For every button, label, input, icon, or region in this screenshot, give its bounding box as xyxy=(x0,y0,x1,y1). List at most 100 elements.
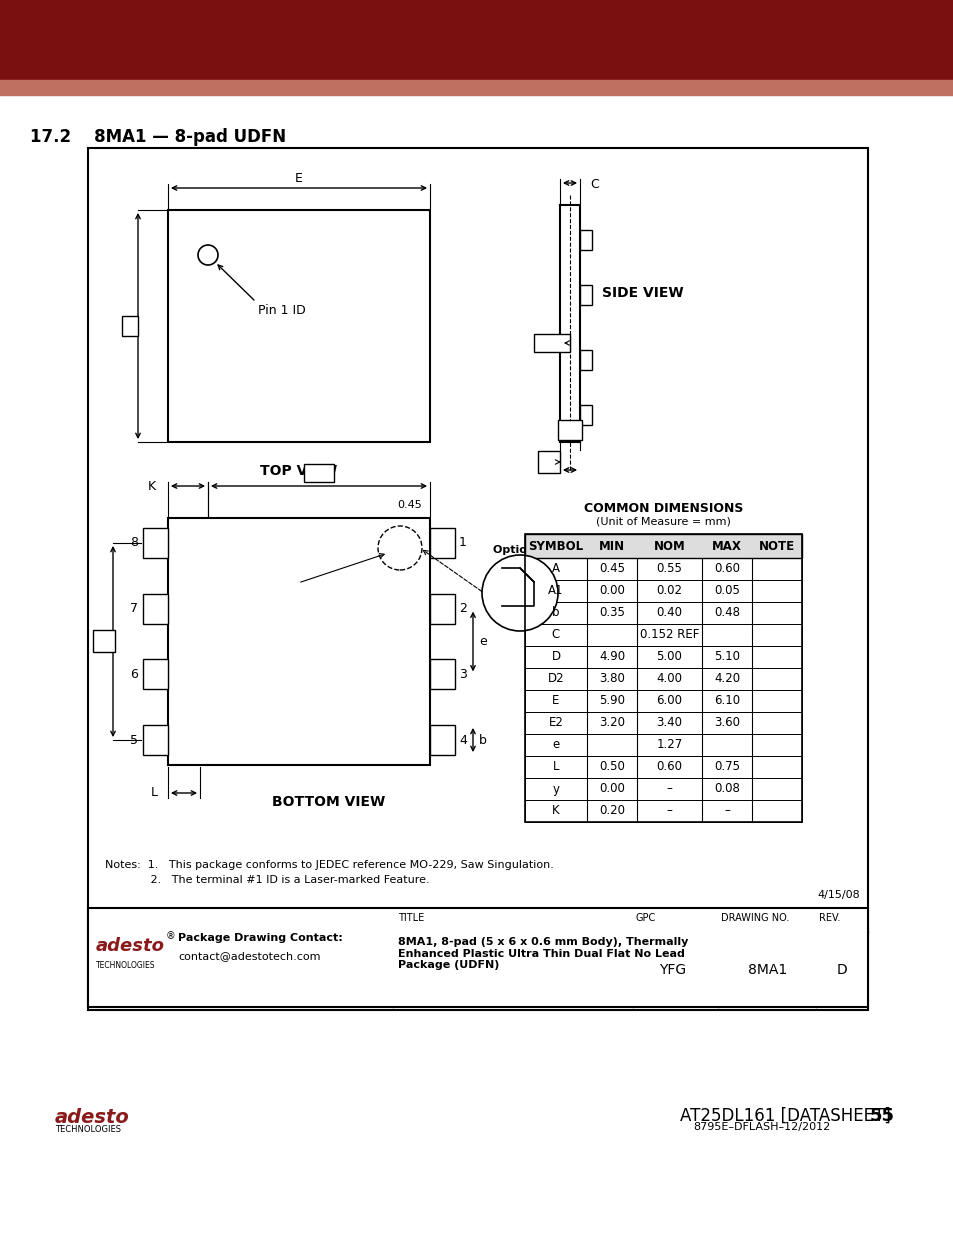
Text: 2: 2 xyxy=(458,603,466,615)
Text: Notes:  1.   This package conforms to JEDEC reference MO-229, Saw Singulation.: Notes: 1. This package conforms to JEDEC… xyxy=(105,860,554,869)
Text: D2: D2 xyxy=(547,673,564,685)
Text: –: – xyxy=(723,804,729,818)
Bar xyxy=(430,529,455,558)
Text: 7: 7 xyxy=(130,603,138,615)
Bar xyxy=(168,210,430,442)
Text: 3.20: 3.20 xyxy=(598,716,624,730)
Text: b: b xyxy=(552,606,559,620)
Text: E2: E2 xyxy=(548,716,563,730)
Text: A1: A1 xyxy=(548,584,563,598)
Text: 6: 6 xyxy=(130,668,138,680)
Text: 0.55: 0.55 xyxy=(656,562,681,576)
Bar xyxy=(524,601,801,624)
Text: 2.   The terminal #1 ID is a Laser-marked Feature.: 2. The terminal #1 ID is a Laser-marked … xyxy=(105,876,429,885)
Bar xyxy=(579,285,592,305)
Text: K: K xyxy=(148,479,156,493)
Text: C: C xyxy=(551,629,559,641)
Text: –: – xyxy=(666,804,672,818)
Bar xyxy=(0,80,953,95)
Text: E: E xyxy=(552,694,559,708)
Text: 0.05: 0.05 xyxy=(713,584,740,598)
Text: 5.10: 5.10 xyxy=(713,651,740,663)
Text: 3.40: 3.40 xyxy=(656,716,681,730)
Text: △y: △y xyxy=(544,338,559,348)
Bar xyxy=(524,624,801,646)
Text: 0.60: 0.60 xyxy=(656,761,681,773)
Text: (Unit of Measure = mm): (Unit of Measure = mm) xyxy=(596,517,730,527)
Text: BOTTOM VIEW: BOTTOM VIEW xyxy=(273,795,385,809)
Text: 55: 55 xyxy=(869,1107,894,1125)
Text: A1: A1 xyxy=(562,425,577,435)
Bar xyxy=(524,580,801,601)
Bar xyxy=(558,420,581,440)
Text: 8795E–DFLASH–12/2012: 8795E–DFLASH–12/2012 xyxy=(693,1123,830,1132)
Bar xyxy=(524,534,801,823)
Text: Package Drawing Contact:: Package Drawing Contact: xyxy=(178,932,342,942)
Text: A: A xyxy=(544,456,553,468)
Text: TECHNOLOGIES: TECHNOLOGIES xyxy=(55,1125,121,1134)
Bar xyxy=(524,690,801,713)
Text: –: – xyxy=(666,783,672,795)
Text: 4/15/08: 4/15/08 xyxy=(817,890,859,900)
Text: 4: 4 xyxy=(458,734,466,746)
Bar xyxy=(537,451,559,473)
Text: GPC: GPC xyxy=(636,913,656,923)
Text: TITLE: TITLE xyxy=(397,913,424,923)
Text: adesto: adesto xyxy=(96,936,165,955)
Text: E: E xyxy=(294,172,303,184)
Text: NOM: NOM xyxy=(653,540,684,552)
Text: L: L xyxy=(151,787,158,799)
Text: TOP VIEW: TOP VIEW xyxy=(260,464,337,478)
Text: 0.20: 0.20 xyxy=(598,804,624,818)
Text: 4.90: 4.90 xyxy=(598,651,624,663)
Text: NOTE: NOTE xyxy=(759,540,794,552)
Text: 8MA1: 8MA1 xyxy=(747,962,787,977)
Bar xyxy=(579,350,592,370)
Text: TECHNOLOGIES: TECHNOLOGIES xyxy=(96,961,155,971)
Text: e: e xyxy=(478,635,486,648)
Bar xyxy=(524,800,801,823)
Text: SYMBOL: SYMBOL xyxy=(528,540,583,552)
Text: Option A: Option A xyxy=(493,545,547,555)
Text: 5.90: 5.90 xyxy=(598,694,624,708)
Bar xyxy=(524,756,801,778)
Bar xyxy=(143,725,168,755)
Text: 0.75: 0.75 xyxy=(713,761,740,773)
Bar xyxy=(524,778,801,800)
Bar xyxy=(88,148,867,1010)
Text: K: K xyxy=(552,804,559,818)
Bar xyxy=(524,558,801,580)
Text: 0.40: 0.40 xyxy=(656,606,681,620)
Bar xyxy=(524,668,801,690)
Text: COMMON DIMENSIONS: COMMON DIMENSIONS xyxy=(583,501,742,515)
Bar xyxy=(92,630,115,652)
Text: 3.60: 3.60 xyxy=(713,716,740,730)
Bar xyxy=(579,230,592,249)
Text: 6.00: 6.00 xyxy=(656,694,681,708)
Bar xyxy=(524,734,801,756)
Text: adesto: adesto xyxy=(55,1108,130,1128)
Text: AT25DL161 [DATASHEET]: AT25DL161 [DATASHEET] xyxy=(679,1107,890,1125)
Text: D: D xyxy=(125,320,134,332)
Text: A: A xyxy=(552,562,559,576)
Text: E2: E2 xyxy=(311,467,327,479)
Bar xyxy=(143,659,168,689)
Bar xyxy=(430,594,455,624)
Bar xyxy=(304,464,334,482)
Text: 4.20: 4.20 xyxy=(713,673,740,685)
Text: Pin 1 ID: Pin 1 ID xyxy=(257,304,305,316)
Text: 0.08: 0.08 xyxy=(713,783,740,795)
Bar xyxy=(430,659,455,689)
Text: Pin #1 Notch: Pin #1 Notch xyxy=(229,573,296,583)
Text: contact@adestotech.com: contact@adestotech.com xyxy=(178,951,320,961)
Text: 0.45: 0.45 xyxy=(396,500,421,510)
Text: 4.00: 4.00 xyxy=(656,673,681,685)
Text: SIDE VIEW: SIDE VIEW xyxy=(601,287,683,300)
Text: e: e xyxy=(552,739,559,752)
Text: 0.50: 0.50 xyxy=(598,761,624,773)
Text: 0.00: 0.00 xyxy=(598,584,624,598)
Text: D: D xyxy=(836,962,846,977)
Bar xyxy=(143,594,168,624)
Text: 1.27: 1.27 xyxy=(656,739,682,752)
Text: MAX: MAX xyxy=(711,540,741,552)
